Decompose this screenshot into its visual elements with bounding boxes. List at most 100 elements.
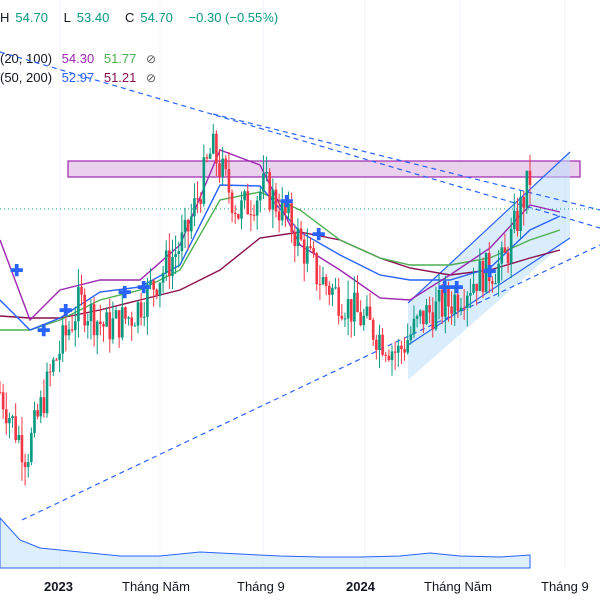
candle-body [117, 310, 121, 338]
candle-body [48, 371, 52, 373]
candle-body [478, 261, 482, 291]
candle-body [422, 310, 425, 325]
cross-marker-icon: ✚ [59, 303, 72, 320]
candle-body [356, 292, 359, 313]
ma1-value-2: 51.77 [103, 51, 137, 66]
candle-body [368, 306, 372, 320]
candle-body [484, 253, 488, 293]
candle-body [465, 295, 469, 309]
candle-body [318, 283, 322, 285]
candle-body [33, 410, 36, 433]
ma-ribbon-legend-1[interactable]: (20, 100) 54.30 51.77 ⊘ [0, 51, 162, 66]
candle-body [516, 210, 519, 232]
candle-body [513, 210, 516, 229]
candle-body [528, 170, 532, 186]
candle-body [136, 302, 140, 326]
candle-body [268, 172, 272, 210]
candle-body [469, 292, 472, 296]
candle-body [472, 283, 475, 293]
candle-body [265, 172, 268, 174]
candle-body [412, 318, 416, 335]
candle-body [403, 349, 406, 353]
candle-body [447, 289, 450, 307]
ma2-value-2: 51.21 [103, 70, 137, 85]
channel-upper-line[interactable] [407, 151, 571, 304]
candle-body [211, 133, 215, 154]
ma-20-line [0, 149, 561, 322]
resistance-zone[interactable] [67, 160, 581, 178]
eye-slash-icon[interactable]: ⊘ [146, 52, 157, 66]
candle-body [224, 158, 228, 170]
candle-body [171, 257, 174, 277]
axis-label-thang-nam: Tháng Năm [122, 579, 190, 594]
candle-body [487, 253, 491, 282]
candle-body [390, 351, 394, 360]
ma1-params: (20, 100) [0, 51, 53, 66]
candle-body [146, 284, 149, 317]
candle-body [230, 192, 234, 213]
cross-markers[interactable]: ✚ ✚ ✚ ✚ ✚ ✚ ✚ ✚ ✚ ✚ [10, 194, 496, 340]
candle-body [309, 246, 312, 249]
candle-body [384, 354, 388, 356]
candle-body [36, 410, 39, 417]
candle-body [208, 153, 212, 159]
candle-body [45, 371, 49, 414]
dashed-trendlines[interactable] [0, 51, 600, 521]
candle-body [26, 462, 30, 468]
candle-body [158, 282, 162, 296]
candle-body [258, 191, 262, 201]
ma-50-line [0, 184, 561, 331]
eye-slash-icon[interactable]: ⊘ [146, 71, 157, 85]
ma2-params: (50, 200) [0, 70, 53, 85]
cross-marker-icon: ✚ [137, 280, 150, 297]
candle-body [375, 339, 378, 351]
candle-body [444, 289, 447, 317]
candle-body [215, 133, 218, 164]
ma-200-line [0, 231, 561, 319]
candle-body [519, 196, 522, 232]
candle-body [506, 252, 510, 264]
candle-body [481, 261, 485, 293]
candle-body [73, 321, 77, 331]
candle-body [284, 200, 287, 214]
candle-body [415, 316, 419, 319]
candle-body [349, 299, 353, 322]
candle-body [42, 397, 46, 414]
candle-body [296, 228, 300, 247]
ma-ribbon-legend-2[interactable]: (50, 200) 52.97 51.21 ⊘ [0, 70, 162, 85]
candle-body [149, 280, 152, 285]
candle-body [130, 317, 134, 326]
cross-marker-icon: ✚ [280, 194, 293, 211]
candle-body [428, 305, 431, 313]
time-axis: 2023 Tháng Năm Tháng 9 2024 Tháng Năm Th… [44, 579, 589, 594]
candle-body [503, 247, 507, 253]
candle-body [381, 334, 384, 355]
cross-marker-icon: ✚ [37, 323, 50, 340]
candle-body [0, 391, 2, 393]
candle-body [202, 157, 206, 204]
candle-body [315, 253, 319, 284]
candle-body [124, 307, 127, 319]
candle-body [221, 158, 224, 177]
candle-body [152, 280, 155, 290]
candle-body [99, 321, 102, 325]
candle-body [67, 329, 71, 336]
candle-body [437, 289, 441, 302]
candle-body [243, 191, 246, 201]
candle-body [111, 318, 115, 340]
candle-body [396, 345, 400, 353]
candle-body [271, 189, 275, 210]
candle-body [262, 173, 265, 192]
cross-marker-icon: ✚ [118, 285, 131, 302]
candle-body [371, 319, 375, 340]
candle-body [494, 283, 497, 285]
candle-body [409, 334, 413, 341]
candle-body [378, 334, 381, 351]
candle-body [462, 307, 466, 309]
candle-body [86, 321, 90, 326]
candle-body [280, 200, 284, 221]
candle-body [139, 302, 143, 318]
candle-body [321, 277, 325, 285]
candle-body [108, 312, 112, 340]
